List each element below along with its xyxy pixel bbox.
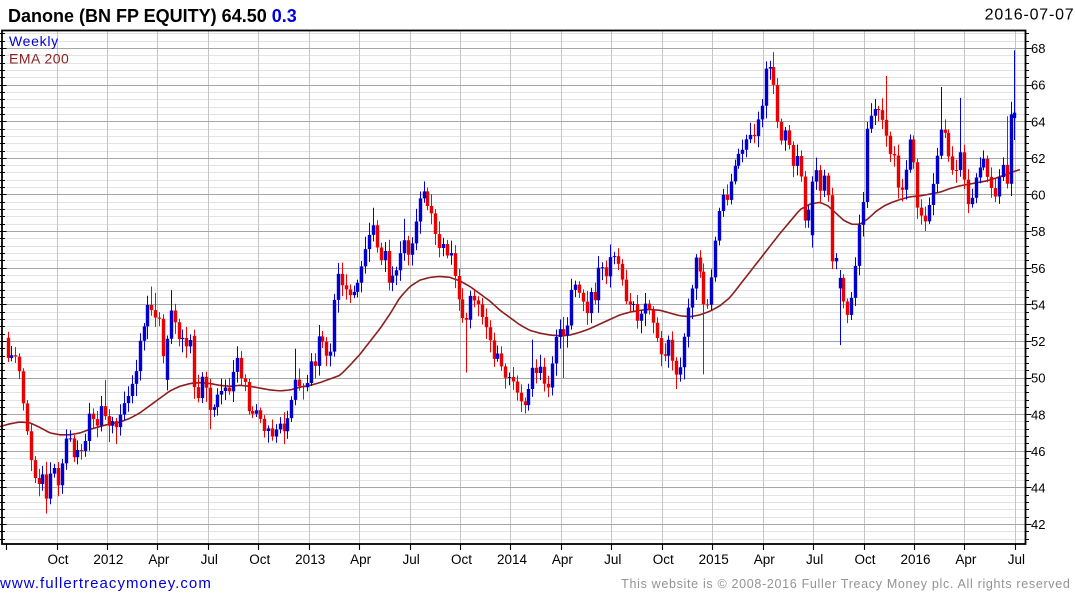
svg-text:62: 62 xyxy=(1031,151,1045,166)
svg-text:42: 42 xyxy=(1031,517,1045,532)
svg-text:Oct: Oct xyxy=(249,552,270,567)
svg-text:Jul: Jul xyxy=(402,552,419,567)
svg-text:2013: 2013 xyxy=(295,552,325,567)
svg-text:Oct: Oct xyxy=(653,552,674,567)
svg-text:Apr: Apr xyxy=(350,552,372,567)
svg-text:2016-07-07: 2016-07-07 xyxy=(985,7,1075,24)
svg-text:60: 60 xyxy=(1031,188,1045,203)
svg-text:Weekly: Weekly xyxy=(9,33,59,49)
svg-text:Apr: Apr xyxy=(148,552,170,567)
svg-text:2015: 2015 xyxy=(699,552,729,567)
svg-text:66: 66 xyxy=(1031,78,1045,93)
svg-text:www.fullertreacymoney.com: www.fullertreacymoney.com xyxy=(0,575,212,592)
svg-text:Jul: Jul xyxy=(806,552,823,567)
svg-text:56: 56 xyxy=(1031,261,1045,276)
svg-text:Oct: Oct xyxy=(47,552,68,567)
svg-text:Oct: Oct xyxy=(854,552,875,567)
svg-text:46: 46 xyxy=(1031,444,1045,459)
svg-text:Danone (BN FP EQUITY) 64.50 0.: Danone (BN FP EQUITY) 64.50 0.3 xyxy=(8,6,297,26)
svg-text:EMA 200: EMA 200 xyxy=(9,51,69,67)
svg-text:Apr: Apr xyxy=(754,552,776,567)
svg-text:2012: 2012 xyxy=(93,552,123,567)
svg-text:58: 58 xyxy=(1031,224,1045,239)
svg-text:50: 50 xyxy=(1031,371,1045,386)
svg-text:44: 44 xyxy=(1031,481,1045,496)
svg-text:2016: 2016 xyxy=(900,552,930,567)
svg-text:This website is © 2008-2016 Fu: This website is © 2008-2016 Fuller Treac… xyxy=(621,577,1070,591)
svg-text:68: 68 xyxy=(1031,41,1045,56)
svg-text:54: 54 xyxy=(1031,297,1045,312)
svg-text:Oct: Oct xyxy=(451,552,472,567)
svg-text:Jul: Jul xyxy=(1008,552,1025,567)
svg-text:Jul: Jul xyxy=(604,552,621,567)
svg-text:Apr: Apr xyxy=(552,552,574,567)
svg-text:Jul: Jul xyxy=(201,552,218,567)
svg-text:2014: 2014 xyxy=(497,552,528,567)
svg-text:48: 48 xyxy=(1031,407,1045,422)
svg-text:52: 52 xyxy=(1031,334,1045,349)
svg-text:Apr: Apr xyxy=(955,552,977,567)
svg-text:64: 64 xyxy=(1031,114,1045,129)
